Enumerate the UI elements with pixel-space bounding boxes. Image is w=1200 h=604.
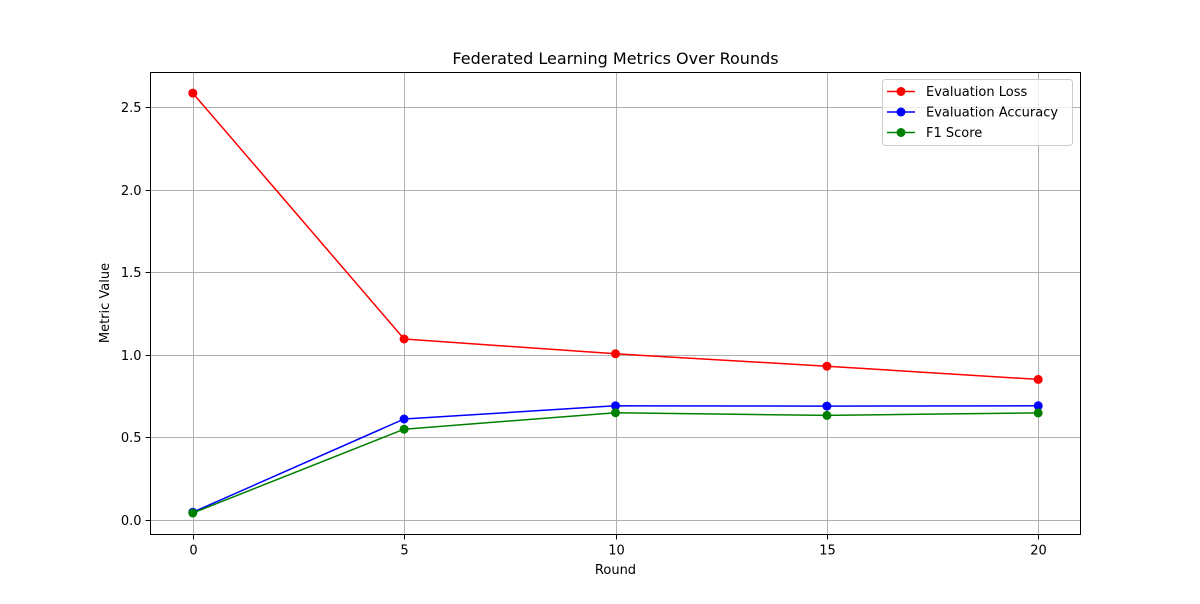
legend-marker [896,87,906,96]
data-point [1033,374,1043,384]
y-axis: 0.0 0.5 1.0 1.5 2.0 2.5 [121,101,151,529]
x-axis-label: Round [595,563,636,578]
x-tick-label: 20 [1030,544,1047,559]
data-point [188,508,198,518]
legend-label: F1 Score [926,126,982,141]
x-tick-label: 15 [819,544,836,559]
y-tick-label: 2.5 [121,101,142,116]
legend-marker [896,128,906,137]
legend-label: Evaluation Loss [926,85,1027,100]
legend-box [882,79,1073,146]
plot-frame [150,72,1081,535]
data-point [188,88,198,98]
legend: Evaluation Loss Evaluation Accuracy F1 Sco… [882,79,1073,146]
data-point [611,349,620,359]
data-point [822,361,832,371]
data-point [399,424,409,434]
y-axis-label: Metric Value [98,263,113,343]
data-point [822,410,832,420]
x-tick-label: 0 [189,544,197,559]
legend-label: Evaluation Accuracy [926,106,1058,121]
x-tick-label: 10 [608,544,625,559]
series-layer [188,88,1043,518]
x-axis: 0 5 10 15 20 [189,534,1047,559]
y-tick-label: 0.0 [121,514,142,529]
chart-title: Federated Learning Metrics Over Rounds [452,49,778,68]
data-point [611,408,620,418]
x-tick-label: 5 [400,544,408,559]
data-point [399,334,409,344]
data-point [399,414,409,424]
data-point [611,401,620,411]
y-tick-label: 1.0 [121,349,142,364]
y-tick-label: 2.0 [121,184,142,199]
legend-marker [896,107,906,117]
data-point [1033,401,1043,411]
data-point [822,401,832,411]
y-tick-label: 0.5 [121,431,142,446]
data-point [1033,408,1043,418]
y-tick-label: 1.5 [121,266,142,281]
